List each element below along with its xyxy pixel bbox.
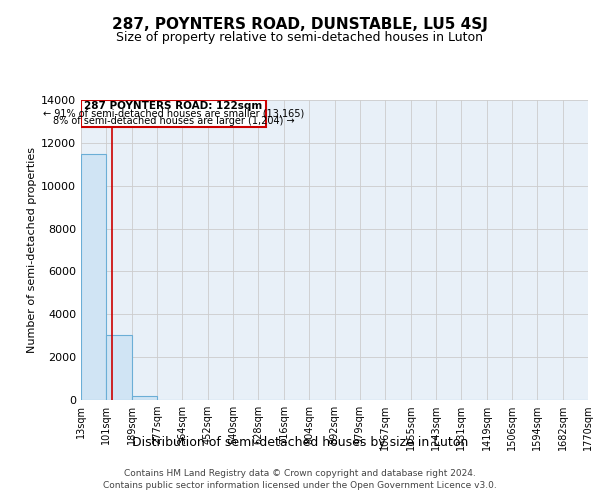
Bar xyxy=(81,100,266,127)
Y-axis label: Number of semi-detached properties: Number of semi-detached properties xyxy=(27,147,37,353)
Text: Contains HM Land Registry data © Crown copyright and database right 2024.: Contains HM Land Registry data © Crown c… xyxy=(124,470,476,478)
Text: Size of property relative to semi-detached houses in Luton: Size of property relative to semi-detach… xyxy=(116,31,484,44)
Text: Distribution of semi-detached houses by size in Luton: Distribution of semi-detached houses by … xyxy=(132,436,468,449)
Text: Contains public sector information licensed under the Open Government Licence v3: Contains public sector information licen… xyxy=(103,480,497,490)
Text: ← 91% of semi-detached houses are smaller (13,165): ← 91% of semi-detached houses are smalle… xyxy=(43,108,304,118)
Text: 8% of semi-detached houses are larger (1,204) →: 8% of semi-detached houses are larger (1… xyxy=(53,116,295,126)
Bar xyxy=(132,396,157,400)
Text: 287, POYNTERS ROAD, DUNSTABLE, LU5 4SJ: 287, POYNTERS ROAD, DUNSTABLE, LU5 4SJ xyxy=(112,18,488,32)
Bar xyxy=(106,334,132,400)
Bar xyxy=(81,154,106,400)
Text: 287 POYNTERS ROAD: 122sqm: 287 POYNTERS ROAD: 122sqm xyxy=(85,101,263,111)
